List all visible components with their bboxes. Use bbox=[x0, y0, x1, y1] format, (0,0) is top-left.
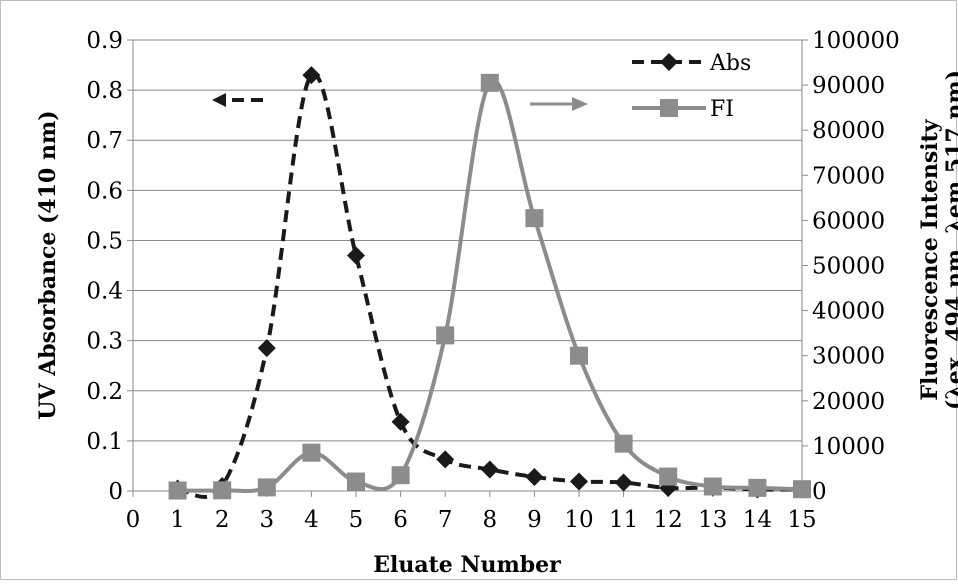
x-tick-label: 9 bbox=[527, 507, 542, 533]
y-axis-title: UV Absorbance (410 nm) bbox=[35, 110, 61, 419]
marker-fi-7 bbox=[436, 326, 455, 345]
x-tick-label: 6 bbox=[393, 507, 408, 533]
abs-arrow-head bbox=[212, 93, 226, 107]
y2-tick-label: 60000 bbox=[812, 208, 885, 234]
marker-fi-4 bbox=[302, 443, 321, 462]
legend-fi-marker bbox=[660, 99, 678, 117]
x-tick-label: 3 bbox=[259, 507, 274, 533]
legend-abs-label: Abs bbox=[709, 51, 751, 76]
x-tick-label: 4 bbox=[304, 507, 319, 533]
y2-tick-label: 30000 bbox=[812, 344, 885, 370]
y-tick-label: 0.2 bbox=[86, 379, 123, 405]
y2-axis-title: Fluorescence Intensity bbox=[917, 118, 943, 400]
marker-abs-5 bbox=[347, 246, 365, 265]
marker-fi-9 bbox=[525, 209, 544, 228]
x-tick-label: 7 bbox=[438, 507, 453, 533]
y-tick-label: 0.1 bbox=[86, 429, 123, 455]
series-layer bbox=[168, 66, 811, 500]
x-tick-label: 0 bbox=[126, 507, 141, 533]
marker-abs-3 bbox=[257, 339, 276, 358]
y2-tick-label: 50000 bbox=[812, 254, 885, 280]
y-tick-label: 0 bbox=[108, 479, 123, 505]
y2-axis-title-line2: (λex. 494 nm, λem 517 nm) bbox=[942, 70, 958, 410]
y-tick-label: 0.3 bbox=[86, 329, 123, 355]
x-tick-label: 11 bbox=[609, 507, 638, 533]
marker-fi-5 bbox=[347, 472, 365, 491]
x-tick-label: 2 bbox=[215, 507, 230, 533]
y-tick-label: 0.6 bbox=[86, 178, 123, 204]
legend: Abs FI bbox=[632, 51, 751, 122]
marker-fi-10 bbox=[570, 346, 588, 365]
y-tick-label: 0.4 bbox=[86, 279, 123, 305]
x-tick-label: 10 bbox=[564, 507, 593, 533]
x-tick-label: 15 bbox=[787, 507, 816, 533]
tick-labels: 0 0.1 0.2 0.3 0.4 0.5 0.6 0.7 0.8 0.9 0 10000 20000 3… bbox=[86, 28, 899, 533]
marker-fi-12 bbox=[659, 467, 678, 486]
y-tick-label: 0.5 bbox=[86, 228, 123, 254]
fi-arrow-head bbox=[572, 97, 588, 111]
marker-fi-1 bbox=[168, 481, 187, 500]
x-axis-title: Eluate Number bbox=[373, 552, 561, 578]
x-tick-label: 5 bbox=[349, 507, 364, 533]
y2-tick-label: 20000 bbox=[812, 389, 885, 415]
marker-abs-9 bbox=[525, 467, 544, 486]
axis-arrows bbox=[212, 93, 588, 111]
y2-tick-label: 0 bbox=[812, 479, 827, 505]
y2-tick-label: 100000 bbox=[812, 28, 900, 54]
marker-abs-4 bbox=[302, 66, 321, 85]
marker-fi-11 bbox=[614, 434, 633, 453]
y2-tick-label: 10000 bbox=[812, 434, 885, 460]
marker-fi-13 bbox=[703, 477, 722, 496]
x-tick-label: 12 bbox=[654, 507, 683, 533]
marker-abs-7 bbox=[436, 450, 455, 469]
x-tick-label: 13 bbox=[698, 507, 727, 533]
legend-fi-label: FI bbox=[710, 97, 734, 122]
x-tick-label: 14 bbox=[743, 507, 772, 533]
marker-abs-10 bbox=[570, 472, 588, 491]
y2-tick-label: 80000 bbox=[812, 118, 885, 144]
y2-tick-label: 70000 bbox=[812, 163, 885, 189]
marker-fi-6 bbox=[391, 466, 410, 485]
y-tick-label: 0.8 bbox=[86, 78, 123, 104]
y-tick-label: 0.7 bbox=[86, 128, 123, 154]
y2-tick-label: 90000 bbox=[812, 73, 885, 99]
marker-fi-15 bbox=[793, 480, 811, 499]
marker-fi-14 bbox=[748, 478, 767, 497]
marker-abs-8 bbox=[480, 460, 499, 479]
x-tick-label: 8 bbox=[482, 507, 497, 533]
marker-fi-3 bbox=[257, 478, 276, 497]
y-tick-label: 0.9 bbox=[86, 28, 123, 54]
marker-fi-8 bbox=[480, 73, 499, 92]
marker-abs-6 bbox=[391, 412, 410, 431]
x-tick-label: 1 bbox=[170, 507, 185, 533]
y2-tick-label: 40000 bbox=[812, 299, 885, 325]
legend-abs-marker bbox=[660, 53, 678, 71]
marker-abs-11 bbox=[614, 473, 633, 492]
marker-fi-2 bbox=[213, 481, 232, 500]
